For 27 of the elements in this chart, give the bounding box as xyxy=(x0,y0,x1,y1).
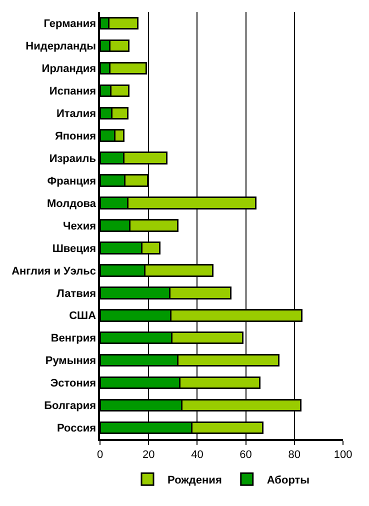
y-tick-label: Швеция xyxy=(52,242,96,255)
y-tick-label: Чехия xyxy=(63,220,96,232)
x-tick-label: 80 xyxy=(288,448,301,461)
y-tick-label: Италия xyxy=(56,108,96,120)
y-tick-label: Россия xyxy=(56,422,96,435)
x-tick-label: 60 xyxy=(240,448,252,461)
legend-label: Рождения xyxy=(168,474,222,486)
y-tick-label: Англия и Уэльс xyxy=(12,265,96,278)
legend-label: Аборты xyxy=(266,474,310,486)
y-tick-label: Венгрия xyxy=(50,332,96,345)
y-tick-label: Эстония xyxy=(50,378,96,390)
x-tick-label: 40 xyxy=(191,448,204,461)
y-tick-label: Япония xyxy=(54,130,96,142)
y-tick-label: Испания xyxy=(49,86,96,98)
y-tick-label: Германия xyxy=(44,18,96,30)
y-tick-label: Румыния xyxy=(45,355,96,368)
x-tick-label: 0 xyxy=(96,448,104,461)
y-tick-label: Болгария xyxy=(44,400,96,412)
y-tick-label: Франция xyxy=(47,175,96,188)
x-tick-label: 100 xyxy=(334,448,352,461)
x-tick-label: 20 xyxy=(142,448,155,461)
y-tick-label: Ирландия xyxy=(42,63,96,76)
y-tick-label: Молдова xyxy=(47,198,97,210)
y-tick-label: Латвия xyxy=(56,288,96,300)
y-tick-label: Нидерланды xyxy=(26,40,96,53)
y-tick-label: Израиль xyxy=(49,152,96,165)
y-tick-label: США xyxy=(69,310,96,322)
